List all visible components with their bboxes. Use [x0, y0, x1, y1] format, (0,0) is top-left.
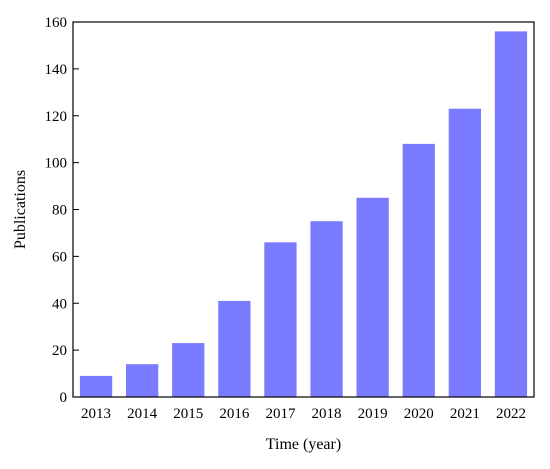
bar-2018 — [310, 221, 343, 397]
bar-2016 — [218, 300, 251, 397]
x-tick-label-2017: 2017 — [265, 406, 296, 422]
plot-frame — [72, 21, 535, 398]
bar-2017 — [264, 242, 297, 397]
bar-2014 — [126, 364, 159, 397]
y-tick-label-0: 0 — [60, 390, 68, 406]
bar-2015 — [172, 343, 205, 397]
bar-2013 — [79, 375, 113, 397]
bar-2020 — [402, 143, 435, 397]
x-tick-label-2021: 2021 — [450, 406, 480, 422]
x-tick-label-2019: 2019 — [358, 406, 388, 422]
y-axis-ticks: 0 20 40 60 80 100 120 140 160 — [45, 15, 79, 406]
x-tick-label-2018: 2018 — [312, 406, 342, 422]
bars-layer — [79, 31, 528, 397]
y-tick-label-40: 40 — [52, 296, 67, 312]
x-tick-label-2016: 2016 — [219, 406, 250, 422]
bar-2022 — [494, 31, 528, 397]
bar-2021 — [448, 108, 481, 397]
y-tick-label-160: 160 — [45, 15, 68, 31]
y-tick-label-140: 140 — [45, 62, 68, 78]
x-axis-title: Time (year) — [266, 436, 341, 453]
x-tick-label-2015: 2015 — [173, 406, 203, 422]
y-tick-label-60: 60 — [52, 249, 67, 265]
x-tick-label-2014: 2014 — [127, 406, 158, 422]
bar-2019 — [356, 197, 389, 397]
y-tick-label-20: 20 — [52, 343, 67, 359]
x-axis-ticks: 2013 2014 2015 2016 2017 2018 2019 2020 2021 2022 — [81, 406, 526, 422]
x-tick-label-2020: 2020 — [404, 406, 434, 422]
x-tick-label-2013: 2013 — [81, 406, 111, 422]
x-tick-label-2022: 2022 — [496, 406, 526, 422]
y-tick-label-100: 100 — [45, 156, 68, 172]
y-tick-label-120: 120 — [45, 109, 68, 125]
y-tick-label-80: 80 — [52, 203, 67, 219]
y-axis-title: Publications — [12, 170, 29, 249]
